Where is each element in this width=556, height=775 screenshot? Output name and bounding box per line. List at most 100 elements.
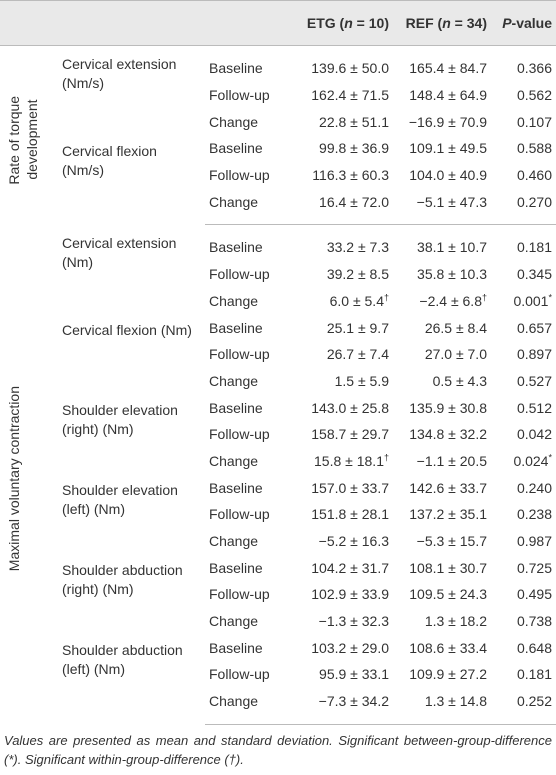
measure-name: Cervical extension (Nm/s) <box>62 56 177 91</box>
ref-value: 108.6 ± 33.4 <box>409 639 487 656</box>
table-row: Change 6.0 ± 5.4† −2.4 ± 6.8† 0.001* <box>0 288 556 315</box>
group-label: Rate of torque development <box>6 95 40 185</box>
table-row: Cervical flexion (Nm) Baseline 25.1 ± 9.7 2… <box>0 314 556 341</box>
p-value: 0.181 <box>516 239 552 256</box>
measure-name: Cervical extension (Nm) <box>62 234 177 270</box>
etg-value: 1.5 ± 5.9 <box>334 372 389 389</box>
p-value: 0.588 <box>516 140 552 157</box>
group-label: Maximal voluntary contraction <box>6 386 22 572</box>
table-row: Change 16.4 ± 72.0 −5.1 ± 47.3 0.270 <box>0 188 556 226</box>
time-point: Change <box>205 687 289 725</box>
table-row: Follow-up 158.7 ± 29.7 134.8 ± 32.2 0.042 <box>0 421 556 448</box>
etg-value: 158.7 ± 29.7 <box>311 426 389 443</box>
superscript: † <box>383 452 389 463</box>
measure-name: Shoulder elevation (right) (Nm) <box>62 402 178 438</box>
ref-value: −1.1 ± 20.5 <box>416 452 487 469</box>
footnote: Values are presented as mean and standar… <box>4 732 552 767</box>
group-cell: Maximal voluntary contraction <box>0 225 50 724</box>
ref-value: 109.5 ± 24.3 <box>409 586 487 603</box>
ref-value: 137.2 ± 35.1 <box>409 506 487 523</box>
p-value: 0.042 <box>516 426 552 443</box>
p-value: 0.024* <box>513 452 552 469</box>
etg-value: 103.2 ± 29.0 <box>311 639 389 656</box>
etg-value: 162.4 ± 71.5 <box>311 87 389 104</box>
etg-value: 116.3 ± 60.3 <box>312 167 389 184</box>
etg-value: 16.4 ± 72.0 <box>289 188 393 226</box>
etg-value: −7.3 ± 34.2 <box>289 687 393 725</box>
time-point: Change <box>209 452 259 469</box>
time-point: Follow-up <box>209 167 270 184</box>
p-value: 0.495 <box>516 586 552 603</box>
p-value: 0.562 <box>516 87 552 104</box>
etg-value: 25.1 ± 9.7 <box>326 319 389 336</box>
etg-value: 39.2 ± 8.5 <box>326 266 389 283</box>
table-row: Shoulder abduction (right) (Nm) Baseline 1… <box>0 554 556 598</box>
p-value: 0.527 <box>516 372 552 389</box>
table-row: Change −5.2 ± 16.3 −5.3 ± 15.7 0.987 <box>0 528 556 555</box>
time-point: Change <box>209 292 259 309</box>
table-row: Follow-up 116.3 ± 60.3 104.0 ± 40.9 0.460 <box>0 162 556 189</box>
p-header: P-value <box>491 0 556 46</box>
ref-value: 26.5 ± 8.4 <box>424 319 487 336</box>
ref-value: 109.1 ± 49.5 <box>409 140 487 157</box>
p-value: 0.725 <box>516 559 552 576</box>
ref-value: −2.4 ± 6.8† <box>419 292 487 309</box>
header-text: n <box>442 15 451 31</box>
etg-value: 157.0 ± 33.7 <box>311 479 389 496</box>
blank-header <box>50 0 205 46</box>
p-value: 0.897 <box>516 346 552 363</box>
ref-value: −5.1 ± 47.3 <box>393 188 491 226</box>
etg-value: 6.0 ± 5.4† <box>329 292 389 309</box>
p-value: 0.648 <box>516 639 552 656</box>
etg-value: 151.8 ± 28.1 <box>311 506 389 523</box>
table-row: Follow-up 162.4 ± 71.5 148.4 ± 64.9 0.562 <box>0 82 556 109</box>
measure-name: Cervical flexion (Nm/s) <box>62 143 157 179</box>
ref-value: 135.9 ± 30.8 <box>409 399 487 416</box>
time-point: Follow-up <box>209 666 270 683</box>
table-row: Follow-up 151.8 ± 28.1 137.2 ± 35.1 0.238 <box>0 501 556 528</box>
p-value: 0.107 <box>516 113 552 130</box>
ref-value: 142.6 ± 33.7 <box>409 479 487 496</box>
header-text: = 34) <box>450 15 487 31</box>
etg-value: −5.2 ± 16.3 <box>318 533 389 550</box>
etg-header: ETG (n = 10) <box>289 0 393 46</box>
table-row: Follow-up 26.7 ± 7.4 27.0 ± 7.0 0.897 <box>0 341 556 368</box>
time-point: Change <box>205 188 289 226</box>
table-body: Rate of torque development Cervical exten… <box>0 46 556 725</box>
p-value: 0.270 <box>491 188 556 226</box>
p-value: 0.001* <box>513 292 552 309</box>
time-point: Baseline <box>209 140 263 157</box>
table-row: Change −7.3 ± 34.2 1.3 ± 14.8 0.252 <box>0 687 556 725</box>
ref-value: 38.1 ± 10.7 <box>417 239 487 256</box>
time-point: Follow-up <box>209 87 270 104</box>
ref-value: 148.4 ± 64.9 <box>409 87 487 104</box>
etg-value: 95.9 ± 33.1 <box>319 666 389 683</box>
table-row: Follow-up 102.9 ± 33.9 109.5 ± 24.3 0.495 <box>0 581 556 608</box>
time-point: Change <box>209 613 259 630</box>
table-row: Follow-up 95.9 ± 33.1 109.9 ± 27.2 0.181 <box>0 661 556 688</box>
table-row: Maximal voluntary contraction Cervical ex… <box>0 225 556 572</box>
table-row: Shoulder elevation (right) (Nm) Baseline 1… <box>0 394 556 438</box>
ref-value: 1.3 ± 18.2 <box>424 613 487 630</box>
ref-value: 108.1 ± 30.7 <box>409 559 487 576</box>
etg-value: 33.2 ± 7.3 <box>326 239 389 256</box>
table-header: ETG (n = 10) REF (n = 34) P-value <box>0 0 556 46</box>
ref-value: 134.8 ± 32.2 <box>409 426 487 443</box>
superscript: * <box>548 452 552 463</box>
ref-value: −16.9 ± 70.9 <box>408 113 487 130</box>
time-point: Baseline <box>209 639 263 656</box>
time-point: Baseline <box>209 399 263 416</box>
header-row: ETG (n = 10) REF (n = 34) P-value <box>0 0 556 46</box>
superscript: † <box>481 292 487 303</box>
p-value: 0.657 <box>516 319 552 336</box>
time-point: Follow-up <box>209 426 270 443</box>
table-row: Cervical flexion (Nm/s) Baseline 99.8 ± 36… <box>0 135 556 178</box>
time-point: Follow-up <box>209 586 270 603</box>
ref-value: 0.5 ± 4.3 <box>432 372 487 389</box>
ref-header: REF (n = 34) <box>393 0 491 46</box>
p-value: 0.987 <box>516 533 552 550</box>
ref-value: 35.8 ± 10.3 <box>417 266 487 283</box>
time-point: Change <box>209 113 259 130</box>
p-value: 0.366 <box>516 60 552 77</box>
